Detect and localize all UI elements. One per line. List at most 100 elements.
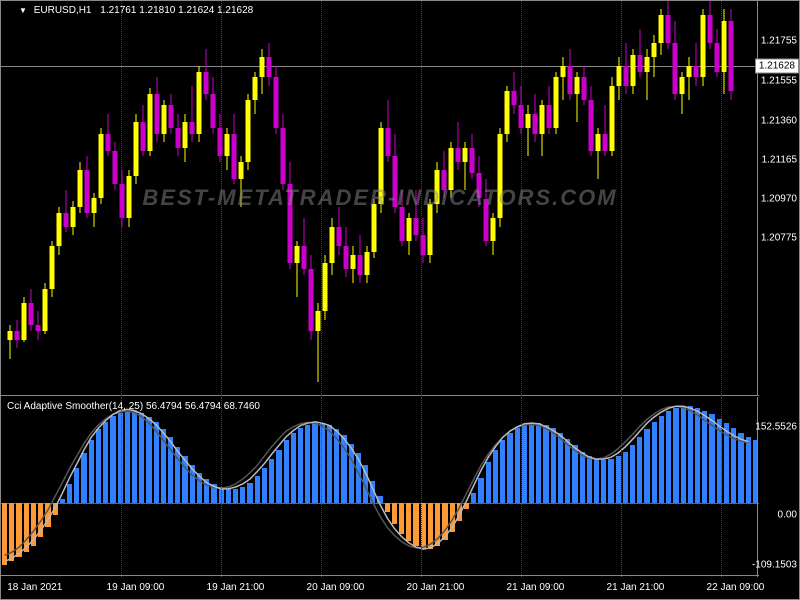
indicator-title: Cci Adaptive Smoother(14, 25) 56.4794 56… — [7, 401, 260, 412]
x-tick-label: 21 Jan 21:00 — [607, 582, 665, 593]
candle — [490, 213, 496, 255]
candle — [259, 49, 265, 94]
candle — [35, 311, 41, 339]
candle — [672, 21, 678, 100]
candle — [553, 72, 559, 134]
grid-line — [521, 397, 522, 577]
indicator-chart[interactable] — [1, 397, 759, 577]
indicator-lines — [1, 397, 759, 577]
candle — [203, 49, 209, 100]
candle — [168, 94, 174, 134]
candle — [140, 105, 146, 156]
candle — [63, 190, 69, 232]
x-tick-label: 20 Jan 21:00 — [407, 582, 465, 593]
candle — [14, 320, 20, 348]
grid-line — [621, 1, 622, 396]
candle — [469, 134, 475, 179]
candle — [686, 57, 692, 99]
x-tick-label: 20 Jan 09:00 — [307, 582, 365, 593]
candle — [77, 162, 83, 213]
x-tick-label: 22 Jan 09:00 — [707, 582, 765, 593]
grid-line — [321, 397, 322, 577]
candle — [42, 283, 48, 334]
candle — [84, 156, 90, 218]
time-x-axis: 18 Jan 2021 19 Jan 09:00 19 Jan 21:00 20 Ja… — [1, 575, 759, 599]
candle — [336, 207, 342, 255]
candle — [504, 86, 510, 142]
x-tick-label: 19 Jan 09:00 — [107, 582, 165, 593]
indicator-line — [5, 406, 749, 555]
candle — [266, 43, 272, 85]
candle — [287, 162, 293, 269]
y-tick-label: 1.21165 — [762, 155, 797, 166]
grid-line — [721, 1, 722, 396]
x-tick-label: 18 Jan 2021 — [7, 582, 62, 593]
candle — [630, 49, 636, 94]
candle — [637, 29, 643, 77]
x-tick-label: 21 Jan 09:00 — [507, 582, 565, 593]
candle — [546, 86, 552, 134]
candle — [385, 100, 391, 162]
candle — [343, 227, 349, 278]
candle — [154, 77, 160, 142]
y-tick-label: 1.21360 — [761, 116, 797, 127]
candle — [56, 207, 62, 255]
y-tick-label: 1.20775 — [761, 233, 797, 244]
candle — [581, 66, 587, 106]
candle — [147, 88, 153, 156]
candle — [462, 142, 468, 190]
candle — [560, 57, 566, 99]
candle — [273, 66, 279, 134]
candle — [658, 9, 664, 54]
candle — [126, 170, 132, 226]
candle — [623, 43, 629, 94]
candle — [210, 77, 216, 133]
chart-title: ▼ EURUSD,H1 1.21761 1.21810 1.21624 1.21… — [19, 5, 253, 16]
candle — [651, 35, 657, 77]
candle — [112, 142, 118, 190]
candle — [98, 128, 104, 204]
symbol-label: EURUSD,H1 — [34, 5, 92, 16]
watermark-text: BEST-METATRADER-INDICATORS.COM — [142, 185, 617, 211]
x-tick-label: 19 Jan 21:00 — [207, 582, 265, 593]
candle — [700, 9, 706, 85]
candle — [224, 128, 230, 170]
candle — [280, 114, 286, 190]
candle — [455, 122, 461, 170]
grid-line — [221, 397, 222, 577]
candle — [231, 114, 237, 185]
y-tick-label: -109.1503 — [752, 560, 797, 571]
candle — [329, 218, 335, 274]
candle — [588, 86, 594, 157]
chart-window: BEST-METATRADER-INDICATORS.COM ▼ EURUSD,… — [0, 0, 800, 600]
y-tick-label: 1.20970 — [761, 194, 797, 205]
indicator-y-axis: 152.55260.00-109.1503 — [757, 397, 799, 577]
candle — [567, 49, 573, 100]
y-tick-label: 152.5526 — [755, 422, 797, 433]
candle — [308, 255, 314, 340]
price-y-axis: 1.217551.215551.213601.211651.209701.207… — [757, 1, 799, 396]
candle — [574, 72, 580, 123]
candle — [595, 128, 601, 179]
candle — [245, 94, 251, 170]
candle — [665, 1, 671, 49]
grid-line — [121, 397, 122, 577]
candle — [294, 241, 300, 297]
candle — [693, 43, 699, 85]
candle — [644, 49, 650, 100]
candle — [511, 72, 517, 114]
candle — [714, 29, 720, 77]
grid-line — [721, 397, 722, 577]
grid-line — [621, 397, 622, 577]
candle — [406, 213, 412, 255]
ohlc-label: 1.21761 1.21810 1.21624 1.21628 — [100, 5, 253, 16]
chevron-down-icon[interactable]: ▼ — [19, 6, 27, 15]
candle — [196, 66, 202, 142]
candle — [728, 9, 734, 99]
candle — [175, 114, 181, 156]
grid-line — [121, 1, 122, 396]
candle — [525, 105, 531, 156]
candle — [322, 255, 328, 320]
candle — [119, 170, 125, 226]
price-chart[interactable]: BEST-METATRADER-INDICATORS.COM — [1, 1, 759, 396]
